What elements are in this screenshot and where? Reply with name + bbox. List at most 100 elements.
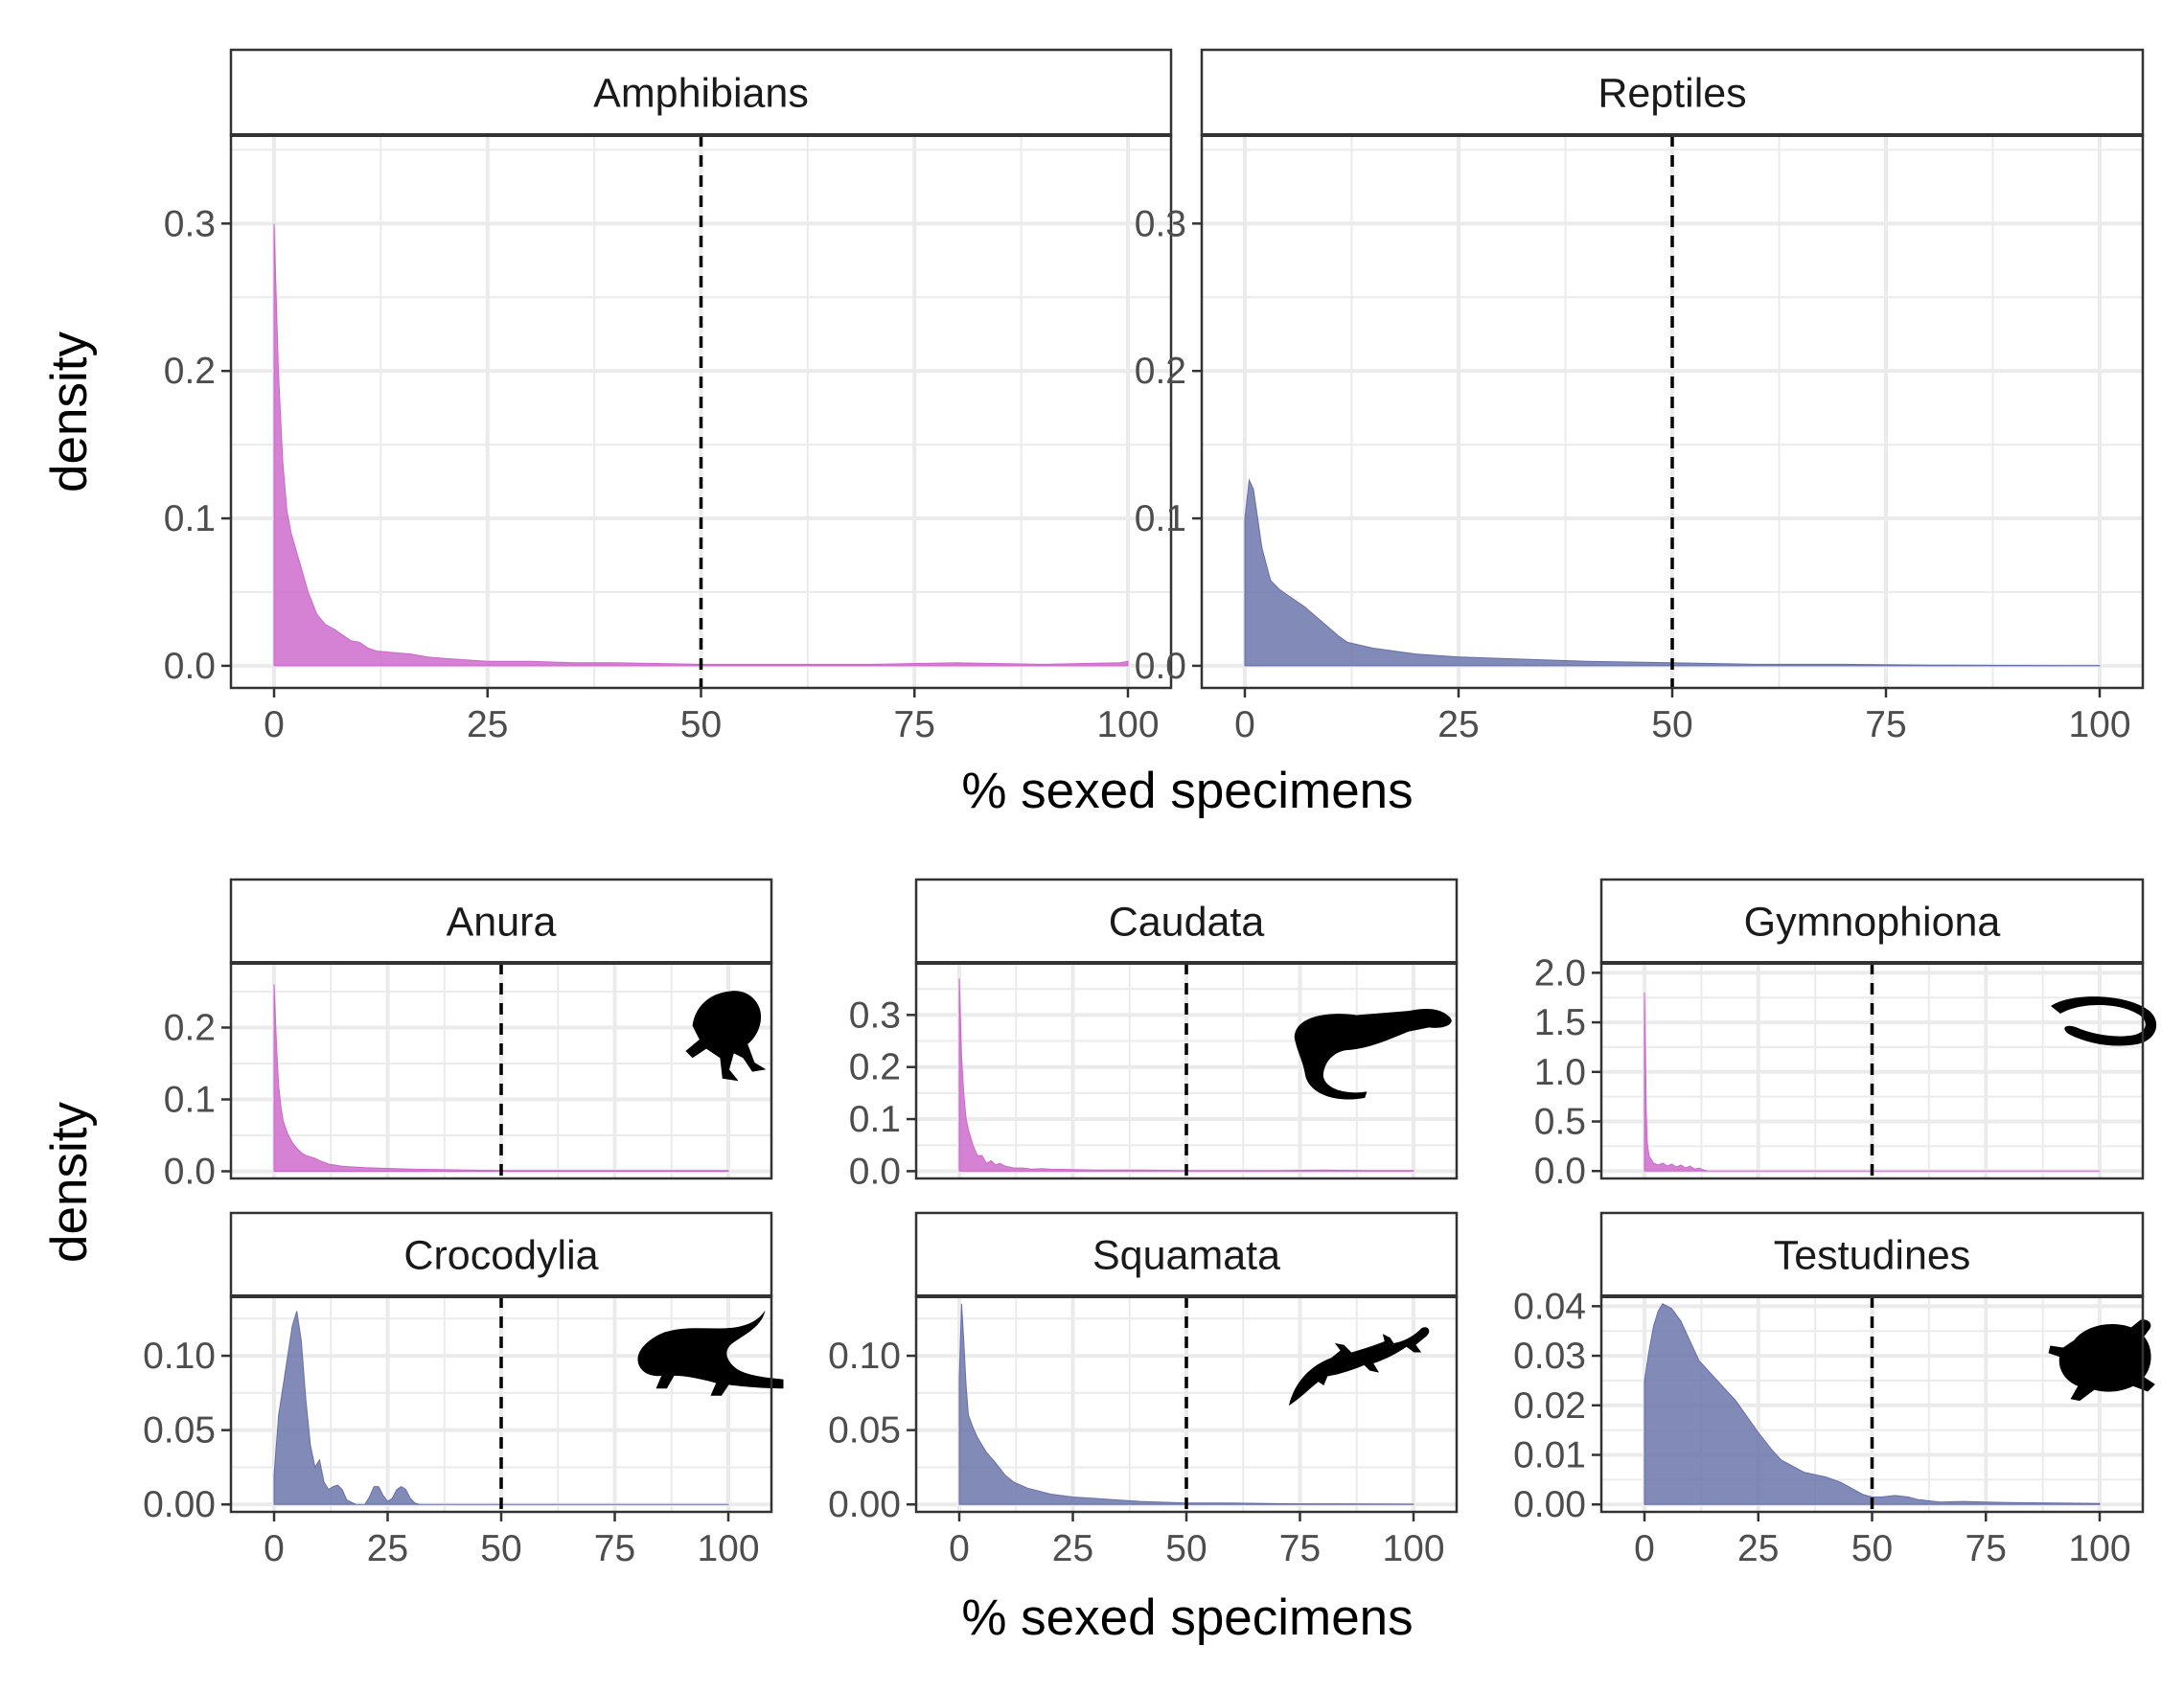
x-tick-label: 25	[467, 704, 508, 745]
facet-strip	[914, 1211, 1459, 1298]
facet-caudata: Caudata 0.0 0.1 0.2 0.3	[849, 878, 1459, 1192]
x-tick-label: 75	[1279, 1528, 1321, 1569]
x-tick-label: 50	[1165, 1528, 1207, 1569]
y-tick-label: 0.05	[828, 1410, 901, 1452]
facet-gymnophiona: Gymnophiona 0.0 0.5 1.0 1.5 2.0	[1534, 878, 2157, 1192]
y-tick-label: 0.5	[1534, 1102, 1586, 1143]
y-tick-label: 0.00	[828, 1484, 901, 1525]
frog-icon	[685, 991, 767, 1082]
y-tick-label: 0.0	[164, 646, 216, 687]
y-tick-label: 0.3	[164, 203, 216, 244]
facet-testudines: Testudines 0.00 0.01 0.02 0.03 0.04 0 25 50 75 100	[1513, 1211, 2155, 1569]
facet-squamata: Squamata 0.00 0.05 0.10 0 25 50 75 100	[828, 1211, 1459, 1569]
facet-strip-label: Crocodylia	[403, 1233, 598, 1279]
y-tick-label: 0.0	[1135, 646, 1186, 687]
x-tick-label: 25	[1052, 1528, 1093, 1569]
x-tick-label: 50	[1651, 704, 1692, 745]
density-area-testudines	[1644, 1303, 2101, 1505]
x-tick-label: 0	[949, 1528, 970, 1569]
x-tick-label: 0	[1234, 704, 1255, 745]
y-tick-label: 0.0	[1534, 1151, 1586, 1192]
density-area-reptiles	[1244, 478, 2101, 667]
x-tick-label: 50	[680, 704, 722, 745]
crocodile-icon	[637, 1310, 784, 1396]
density-area-squamata	[958, 1303, 1414, 1505]
turtle-icon	[2048, 1319, 2155, 1402]
caecilian-icon	[2051, 996, 2157, 1046]
y-tick-label: 0.01	[1513, 1435, 1586, 1476]
y-tick-label: 1.0	[1534, 1052, 1586, 1093]
y-tick-label: 0.0	[164, 1152, 216, 1193]
facet-crocodylia: Crocodylia 0.00 0.05 0.10 0 25 50 75 100	[143, 1211, 784, 1569]
facet-amphibians: Amphibians 0.0 0.1 0.2 0.3 0 25 50 75 100	[164, 48, 1173, 745]
facet-reptiles: Reptiles 0.0 0.1 0.2 0.3 0 25 50 75 100	[1135, 48, 2145, 745]
y-tick-label: 0.2	[1135, 351, 1186, 392]
density-area-anura	[273, 984, 729, 1172]
facet-strip	[1599, 878, 2145, 965]
facet-strip	[229, 48, 1173, 137]
facet-strip-label: Squamata	[1092, 1233, 1280, 1279]
density-area-gymnophiona	[1644, 992, 2101, 1172]
x-tick-label: 75	[1865, 704, 1906, 745]
salamander-icon	[1294, 1008, 1452, 1100]
facet-strip	[229, 878, 773, 965]
lizard-icon	[1288, 1327, 1430, 1406]
y-tick-label: 0.03	[1513, 1336, 1586, 1377]
x-tick-label: 0	[1634, 1528, 1655, 1569]
y-tick-label: 2.0	[1534, 952, 1586, 994]
x-tick-label: 100	[2068, 704, 2130, 745]
y-tick-label: 0.05	[143, 1410, 216, 1452]
facet-strip-label: Gymnophiona	[1744, 900, 2001, 946]
x-tick-label: 0	[264, 1528, 285, 1569]
facet-strip	[914, 878, 1459, 965]
facet-strip-label: Amphibians	[593, 71, 809, 117]
x-tick-label: 25	[1737, 1528, 1779, 1569]
density-area-caudata	[958, 978, 1414, 1172]
y-tick-label: 0.00	[143, 1484, 216, 1525]
y-tick-label: 0.2	[849, 1047, 901, 1088]
x-tick-label: 25	[1437, 704, 1479, 745]
y-tick-label: 0.2	[164, 351, 216, 392]
facet-strip	[1200, 48, 2145, 137]
y-tick-label: 0.1	[1135, 498, 1186, 539]
density-area-amphibians	[273, 223, 1129, 667]
y-tick-label: 0.0	[849, 1151, 901, 1192]
x-tick-label: 75	[594, 1528, 635, 1569]
x-tick-label: 25	[367, 1528, 408, 1569]
x-tick-label: 100	[697, 1528, 759, 1569]
y-tick-label: 0.2	[164, 1008, 216, 1049]
x-tick-label: 50	[480, 1528, 521, 1569]
x-tick-label: 100	[1096, 704, 1159, 745]
bottom-y-axis-title: density	[41, 1102, 98, 1263]
bottom-x-axis-title: % sexed specimens	[961, 1589, 1413, 1646]
y-tick-label: 0.10	[143, 1336, 216, 1377]
facet-strip-label: Testudines	[1774, 1233, 1971, 1279]
y-tick-label: 0.04	[1513, 1286, 1586, 1327]
y-tick-label: 0.02	[1513, 1385, 1586, 1427]
facet-strip	[1599, 1211, 2145, 1298]
facet-anura: Anura 0.0 0.1 0.2	[164, 878, 773, 1193]
top-y-axis-title: density	[41, 332, 98, 492]
y-tick-label: 0.3	[1135, 203, 1186, 244]
facet-strip	[229, 1211, 773, 1298]
y-tick-label: 0.3	[849, 995, 901, 1036]
x-tick-label: 100	[2068, 1528, 2130, 1569]
x-tick-label: 75	[1966, 1528, 2007, 1569]
y-tick-label: 0.10	[828, 1336, 901, 1377]
top-x-axis-title: % sexed specimens	[961, 763, 1413, 819]
x-tick-label: 0	[264, 704, 285, 745]
x-tick-label: 100	[1382, 1528, 1444, 1569]
density-area-crocodylia	[273, 1311, 729, 1505]
y-tick-label: 0.1	[164, 498, 216, 539]
y-tick-label: 0.1	[164, 1080, 216, 1121]
x-tick-label: 75	[894, 704, 935, 745]
y-tick-label: 0.00	[1513, 1484, 1586, 1525]
facet-strip-label: Anura	[447, 900, 557, 946]
facet-strip-label: Caudata	[1109, 900, 1265, 946]
facet-strip-label: Reptiles	[1598, 71, 1746, 117]
x-tick-label: 50	[1851, 1528, 1893, 1569]
y-tick-label: 1.5	[1534, 1002, 1586, 1043]
y-tick-label: 0.1	[849, 1099, 901, 1140]
